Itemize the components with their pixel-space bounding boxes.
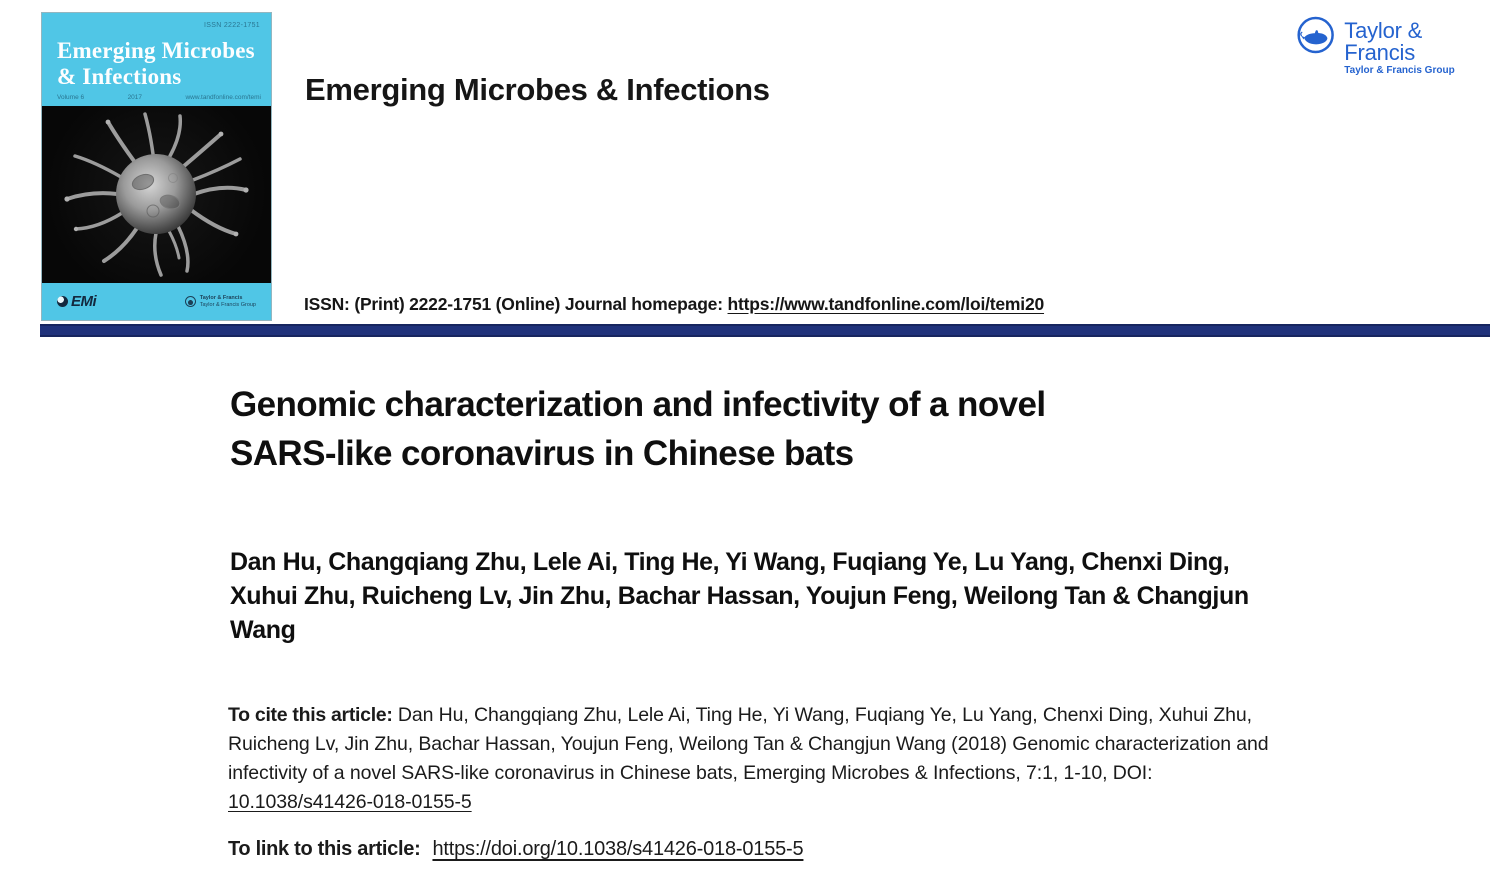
issn-homepage-line: ISSN: (Print) 2222-1751 (Online) Journal… xyxy=(304,294,1044,315)
publisher-name: Taylor & Francis xyxy=(1344,18,1423,65)
cite-doi-link[interactable]: 10.1038/s41426-018-0155-5 xyxy=(228,791,472,813)
taylor-francis-logo: Taylor & Francis Taylor & Francis Group xyxy=(1296,15,1496,77)
cover-footer: EMi Taylor & Francis Taylor & Francis Gr… xyxy=(42,283,271,320)
issn-label: ISSN: (Print) 2222-1751 (Online) Journal… xyxy=(304,294,723,314)
cover-publisher-mark: Taylor & Francis Taylor & Francis Group xyxy=(184,295,256,308)
header-divider-bar xyxy=(40,324,1490,337)
article-title: Genomic characterization and infectivity… xyxy=(230,385,1046,473)
emi-logo: EMi xyxy=(57,293,97,310)
cite-text: Dan Hu, Changqiang Zhu, Lele Ai, Ting He… xyxy=(228,704,1269,784)
cover-year: 2017 xyxy=(127,94,143,101)
author-list: Dan Hu, Changqiang Zhu, Lele Ai, Ting He… xyxy=(230,548,1249,644)
article-link-line: To link to this article: https://doi.org/… xyxy=(228,838,804,861)
cover-volume: Volume 6 xyxy=(57,94,85,101)
publisher-group: Taylor & Francis Group xyxy=(1344,65,1455,76)
citation-paragraph: To cite this article: Dan Hu, Changqiang… xyxy=(228,701,1276,817)
virus-illustration xyxy=(64,112,249,277)
taylor-francis-roundel-icon xyxy=(184,296,196,307)
cover-website: www.tandfonline.com/temi xyxy=(185,94,261,101)
virus-micrograph-image xyxy=(42,106,271,283)
article-doi-link[interactable]: https://doi.org/10.1038/s41426-018-0155-… xyxy=(432,838,804,860)
emi-globe-icon xyxy=(57,296,68,307)
cover-issn: ISSN 2222-1751 xyxy=(204,22,260,29)
cover-journal-title: Emerging Microbes & Infections xyxy=(57,38,255,89)
cover-meta-row: Volume 6 2017 www.tandfonline.com/temi xyxy=(57,94,261,101)
cite-label: To cite this article: xyxy=(228,704,393,726)
journal-name: Emerging Microbes & Infections xyxy=(305,72,770,107)
journal-homepage-link[interactable]: https://www.tandfonline.com/loi/temi20 xyxy=(727,294,1045,314)
link-label: To link to this article: xyxy=(228,838,421,860)
taylor-francis-lamp-icon xyxy=(1297,16,1334,54)
journal-cover-thumbnail: ISSN 2222-1751 Emerging Microbes & Infec… xyxy=(42,13,271,320)
